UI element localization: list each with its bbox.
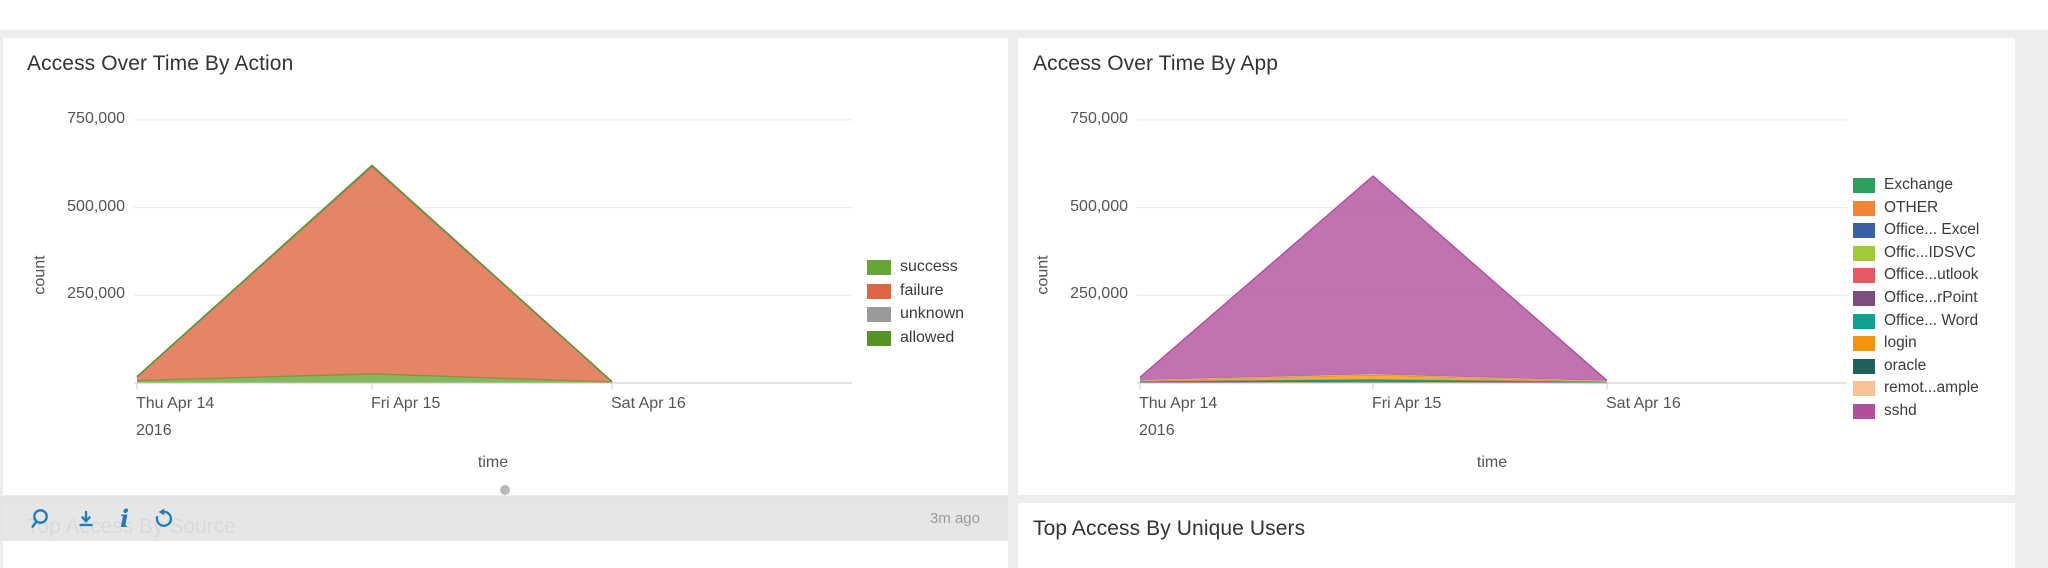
legend-item-oracle[interactable]: oracle [1853, 357, 1926, 375]
info-icon[interactable]: i [120, 503, 130, 533]
legend-item-office-rpoint[interactable]: Office...rPoint [1853, 289, 1978, 307]
legend-label: oracle [1884, 357, 1927, 374]
legend-item-sshd[interactable]: sshd [1853, 402, 1917, 420]
x-tick-label: Sat Apr 16 [611, 395, 686, 412]
previous-row-bottom-strip [0, 0, 2048, 30]
area-chart[interactable] [134, 78, 866, 394]
area-series-failure[interactable] [137, 166, 612, 382]
open-in-search-icon[interactable] [30, 508, 52, 530]
panel-access-over-time-by-action: Access Over Time By Action count Thu Apr… [3, 38, 1008, 495]
legend-label: remot...ample [1884, 379, 1979, 396]
y-tick-label: 500,000 [1070, 198, 1128, 215]
legend-swatch [1853, 200, 1875, 216]
legend-label: allowed [900, 329, 955, 346]
area-series-login[interactable] [1140, 374, 1607, 382]
legend-swatch [867, 330, 891, 346]
legend-swatch [1853, 313, 1875, 329]
x-tick-label: Fri Apr 15 [1372, 395, 1442, 412]
legend-label: failure [900, 282, 944, 299]
area-chart[interactable] [1137, 78, 1861, 394]
legend-label: success [900, 258, 958, 275]
x-axis-label: time [1476, 454, 1508, 471]
legend-swatch [867, 259, 891, 275]
legend-item-exchange[interactable]: Exchange [1853, 176, 1953, 194]
area-series-success[interactable] [137, 373, 612, 383]
area-edge [136, 164, 613, 383]
legend-label: unknown [900, 305, 965, 322]
panel-top-access-by-unique-users: Top Access By Unique Users [1018, 503, 2015, 568]
legend-label: Office...utlook [1884, 266, 1979, 283]
legend-swatch [1853, 245, 1875, 261]
x-tick-label: Fri Apr 15 [371, 395, 441, 412]
legend-item-allowed[interactable]: allowed [867, 329, 954, 347]
legend-item-offic-idsvc[interactable]: Offic...IDSVC [1853, 244, 1976, 262]
legend-item-failure[interactable]: failure [867, 282, 944, 300]
panel-hover-toolbar: i 3m ago [0, 496, 1008, 541]
area-series-sshd[interactable] [1140, 176, 1607, 381]
x-tick-label: Thu Apr 14 2016 [136, 395, 215, 439]
legend-item-other[interactable]: OTHER [1853, 199, 1938, 217]
legend-swatch [1853, 290, 1875, 306]
legend-swatch [867, 306, 891, 322]
legend-item-login[interactable]: login [1853, 334, 1917, 352]
legend-label: Office...rPoint [1884, 289, 1978, 306]
legend-swatch [1853, 403, 1875, 419]
refresh-age: 3m ago [929, 510, 980, 527]
panel-title: Access Over Time By Action [27, 52, 294, 75]
y-tick-label: 750,000 [67, 110, 125, 127]
legend-label: sshd [1884, 402, 1917, 419]
x-axis-label: time [477, 454, 509, 471]
panel-title: Top Access By Unique Users [1033, 517, 1306, 540]
legend-label: OTHER [1884, 199, 1939, 216]
y-tick-label: 500,000 [67, 198, 125, 215]
legend-item-office-word[interactable]: Office... Word [1853, 312, 1978, 330]
legend-item-office-utlook[interactable]: Office...utlook [1853, 266, 1978, 284]
x-tick-label: Thu Apr 14 2016 [1139, 395, 1218, 439]
export-download-icon[interactable] [76, 508, 96, 530]
legend-label: Offic...IDSVC [1884, 244, 1976, 261]
legend-swatch [1853, 177, 1875, 193]
x-tick-label: Sat Apr 16 [1606, 395, 1681, 412]
legend-swatch [1853, 358, 1875, 374]
y-tick-label: 250,000 [67, 285, 125, 302]
legend-label: Office... Word [1884, 312, 1979, 329]
area-edge [1139, 175, 1608, 382]
panel-title: Access Over Time By App [1033, 52, 1279, 75]
panel-pagination-dot [500, 485, 510, 495]
legend-item-office-excel[interactable]: Office... Excel [1853, 221, 1979, 239]
panel-access-over-time-by-app: Access Over Time By App count Thu Apr 14… [1018, 38, 2015, 495]
legend-label: Exchange [1884, 176, 1953, 193]
legend-swatch [1853, 335, 1875, 351]
legend-label: Office... Excel [1884, 221, 1980, 238]
y-tick-label: 750,000 [1070, 110, 1128, 127]
y-tick-label: 250,000 [1070, 285, 1128, 302]
legend-item-unknown[interactable]: unknown [867, 305, 964, 323]
legend-item-remot-ample[interactable]: remot...ample [1853, 379, 1979, 397]
legend-swatch [867, 283, 891, 299]
legend-swatch [1853, 267, 1875, 283]
refresh-icon[interactable] [153, 508, 175, 530]
legend-item-success[interactable]: success [867, 258, 958, 276]
legend-swatch [1853, 380, 1875, 396]
legend-swatch [1853, 222, 1875, 238]
legend-label: login [1884, 334, 1917, 351]
